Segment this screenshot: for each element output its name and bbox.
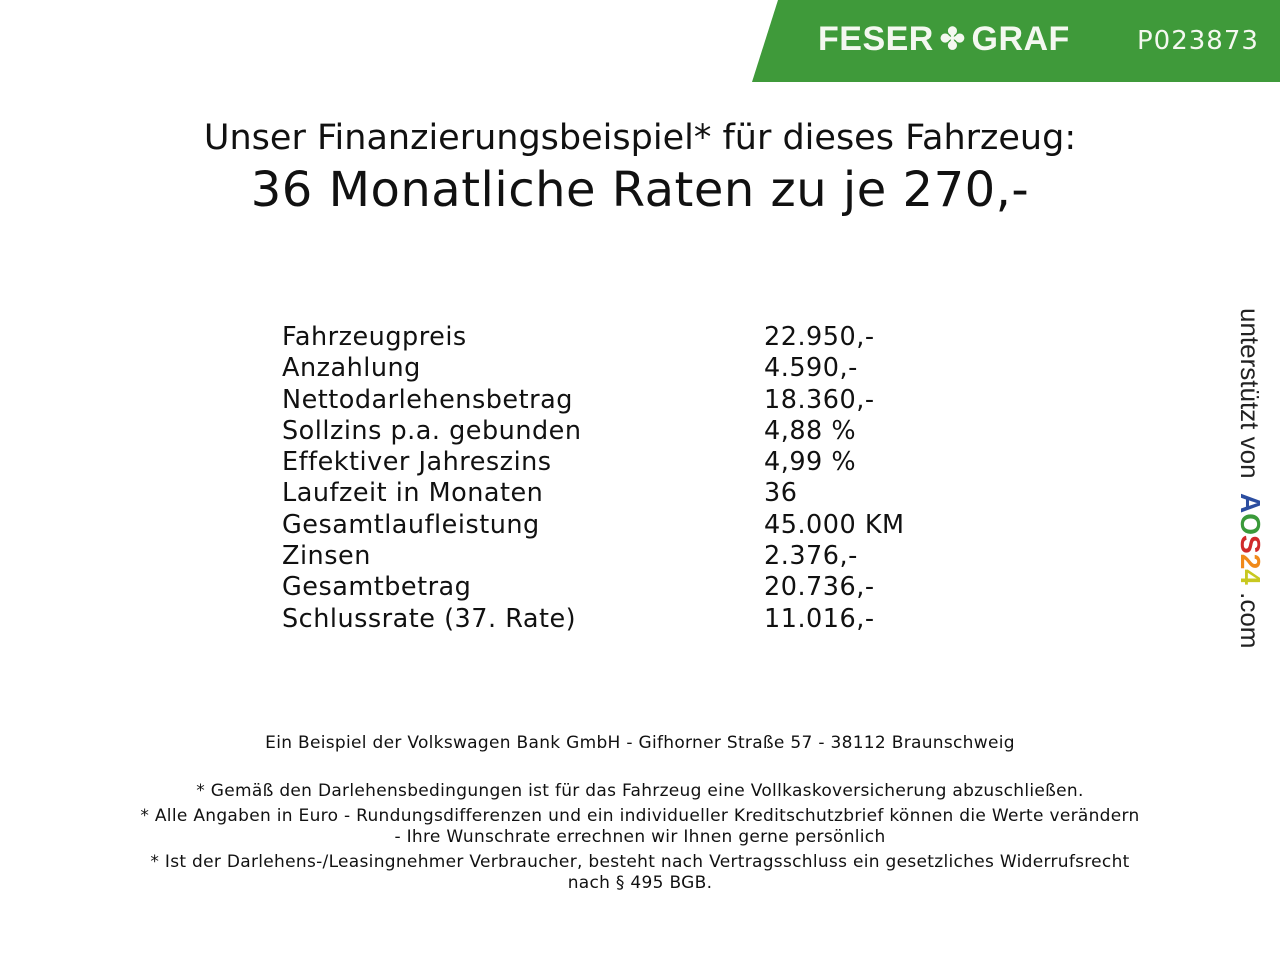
table-row: Anzahlung 4.590,- (282, 353, 905, 384)
row-value: 11.016,- (764, 603, 875, 634)
row-label: Schlussrate (37. Rate) (282, 603, 577, 634)
row-label: Sollzins p.a. gebunden (282, 415, 582, 446)
aos24-letter: 2 (1235, 553, 1266, 570)
logo-text-left: FESER (818, 20, 934, 58)
row-label: Fahrzeugpreis (282, 322, 467, 352)
footnote-insurance: * Gemäß den Darlehensbedingungen ist für… (196, 781, 1084, 801)
row-label: Gesamtlaufleistung (282, 509, 540, 540)
row-label: Gesamtbetrag (282, 572, 472, 603)
brand-banner (752, 0, 1280, 82)
table-row: Nettodarlehensbetrag 18.360,- (282, 385, 905, 416)
financing-table: Fahrzeugpreis 22.950,- Anzahlung 4.590,- Net… (282, 322, 905, 635)
row-value: 4.590,- (764, 353, 858, 384)
table-row: Gesamtlaufleistung 45.000 KM (282, 510, 905, 541)
page-title: Unser Finanzierungsbeispiel* für dieses … (203, 118, 1077, 158)
row-value: 22.950,- (764, 322, 875, 352)
aos24-domain: .com (1235, 592, 1265, 649)
footnote-euro-cont: - Ihre Wunschrate errechnen wir Ihnen ge… (394, 827, 886, 847)
row-value: 18.360,- (764, 384, 875, 415)
table-row: Schlussrate (37. Rate) 11.016,- (282, 604, 905, 635)
aos24-letter: O (1235, 513, 1266, 536)
table-row: Effektiver Jahreszins 4,99 % (282, 447, 905, 478)
row-label: Zinsen (282, 541, 371, 572)
row-label: Nettodarlehensbetrag (282, 384, 573, 415)
aos24-letter: A (1235, 493, 1266, 514)
row-value: 45.000 KM (764, 509, 905, 540)
clover-icon: ✤ (939, 22, 966, 56)
table-row: Zinsen 2.376,- (282, 541, 905, 572)
row-value: 20.736,- (764, 572, 875, 603)
monthly-rate-headline: 36 Monatliche Raten zu je 270,- (250, 162, 1030, 218)
row-label: Effektiver Jahreszins (282, 447, 552, 478)
row-value: 2.376,- (764, 541, 858, 572)
row-label: Laufzeit in Monaten (282, 478, 544, 509)
supported-by-text: unterstützt von (1235, 308, 1265, 479)
vehicle-code: P023873 (1137, 26, 1259, 56)
aos24-letter: 4 (1235, 569, 1266, 585)
bank-note: Ein Beispiel der Volkswagen Bank GmbH - … (265, 733, 1015, 753)
row-value: 4,88 % (764, 415, 857, 446)
table-row: Fahrzeugpreis 22.950,- (282, 322, 905, 353)
aos24-letter: S (1235, 535, 1266, 554)
logo-text-right: GRAF (971, 20, 1070, 58)
footnote-euro: * Alle Angaben in Euro - Rundungsdiffere… (140, 806, 1140, 826)
aos24-logo: AOS24 (1235, 493, 1266, 585)
table-row: Gesamtbetrag 20.736,- (282, 572, 905, 603)
supported-by-aos24: unterstützt von AOS24 .com (1234, 308, 1266, 648)
row-value: 36 (764, 478, 798, 509)
row-value: 4,99 % (764, 447, 857, 478)
feser-graf-logo: FESER ✤ GRAF (818, 20, 1070, 59)
table-row: Laufzeit in Monaten 36 (282, 478, 905, 509)
footnote-withdrawal-cont: nach § 495 BGB. (567, 873, 713, 893)
table-row: Sollzins p.a. gebunden 4,88 % (282, 416, 905, 447)
footnote-withdrawal: * Ist der Darlehens-/Leasingnehmer Verbr… (150, 852, 1130, 872)
row-label: Anzahlung (282, 353, 421, 384)
